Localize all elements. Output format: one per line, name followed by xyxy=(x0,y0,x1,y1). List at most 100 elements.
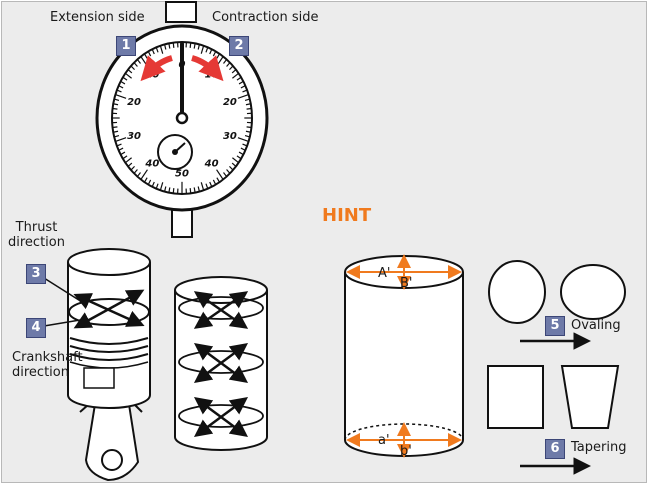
extension-arrow-icon xyxy=(140,55,173,82)
step-badge-1: 1 xyxy=(116,36,136,56)
dial-tick xyxy=(242,89,248,93)
dial-tick xyxy=(147,179,152,185)
dial-tick xyxy=(209,181,213,188)
dial-tick xyxy=(120,80,126,85)
contraction-arrow-icon xyxy=(191,55,224,82)
dial-tick xyxy=(130,165,135,171)
dial-tick xyxy=(140,169,148,180)
dial-tick xyxy=(143,177,148,183)
dial-number: 40 xyxy=(144,158,159,169)
step-badge-5: 5 xyxy=(545,316,565,336)
dial-tick xyxy=(114,98,120,102)
dial-tick xyxy=(193,187,196,193)
step-badge-3: 3 xyxy=(26,264,46,284)
hint-title: HINT xyxy=(322,205,372,226)
dial-tick xyxy=(168,43,171,49)
dial-tick xyxy=(189,188,192,194)
dial-tick xyxy=(127,69,133,74)
dial-tick xyxy=(237,137,249,143)
dial-tick xyxy=(240,147,246,151)
dial-tick xyxy=(200,45,205,54)
thrust-direction-label: Thrust direction xyxy=(8,220,65,250)
dial-number: 30 xyxy=(223,131,237,142)
tapering-label: Tapering xyxy=(571,440,627,455)
dimension-a-top: A' xyxy=(378,266,391,281)
dimension-b-top: B' xyxy=(400,276,413,291)
dial-tick xyxy=(133,62,138,67)
dial-tick xyxy=(113,130,119,133)
dial-tick xyxy=(164,186,167,192)
dial-tick xyxy=(115,93,127,99)
dial-number: 50 xyxy=(175,169,189,180)
dial-tick xyxy=(223,59,228,64)
dial-tick xyxy=(197,44,200,50)
extension-side-label: Extension side xyxy=(50,10,145,25)
dial-tick xyxy=(193,43,196,49)
dial-tick xyxy=(130,65,135,71)
dial-tick xyxy=(151,48,155,55)
dial-tick xyxy=(216,177,221,183)
dial-tick xyxy=(242,143,248,147)
dial-tick xyxy=(205,47,209,53)
dial-tick xyxy=(216,169,224,180)
dial-tick xyxy=(136,172,141,177)
dial-tick xyxy=(245,103,251,106)
dial-tick xyxy=(246,126,252,129)
dial-tick xyxy=(200,182,205,191)
dial-tick xyxy=(226,169,231,174)
dial-tick xyxy=(246,107,252,110)
dial-tick xyxy=(116,89,122,93)
dial-tick xyxy=(113,103,119,106)
dial-tick xyxy=(159,45,164,54)
dial-tick xyxy=(122,76,128,81)
dimension-a-bottom: a' xyxy=(378,433,390,448)
dial-tick xyxy=(112,126,118,129)
dial-tick xyxy=(116,143,122,147)
dial-tick xyxy=(212,179,217,185)
dial-tick xyxy=(240,85,246,89)
dial-tick xyxy=(136,59,141,64)
dial-tick xyxy=(118,147,124,151)
dial-tick xyxy=(151,181,155,188)
dial-tick xyxy=(245,130,251,133)
dial-tick xyxy=(112,107,118,110)
dial-tick xyxy=(197,186,200,192)
dial-tick xyxy=(238,151,244,156)
dial-tick xyxy=(226,62,231,67)
dial-tick xyxy=(237,93,249,99)
dial-tick xyxy=(238,80,244,85)
dial-tick xyxy=(232,157,240,164)
dial-tick xyxy=(124,157,132,164)
dial-tick xyxy=(205,183,209,189)
dial-gauge: 0102030405040302010 xyxy=(95,1,269,238)
dial-tick xyxy=(133,169,138,174)
dial-tick xyxy=(127,162,133,167)
dial-tick xyxy=(164,44,167,50)
dial-tick xyxy=(115,137,127,143)
dial-number: 40 xyxy=(204,158,219,169)
ovaling-label: Ovaling xyxy=(571,318,621,333)
dial-number: 20 xyxy=(223,97,237,108)
dial-tick xyxy=(120,151,126,156)
ovaling-shapes xyxy=(488,260,626,350)
dial-number: 20 xyxy=(127,97,141,108)
dial-tick xyxy=(244,134,250,138)
dial-tick xyxy=(155,183,159,189)
dial-tick xyxy=(159,182,164,191)
tapering-shapes xyxy=(487,365,620,475)
dial-tick xyxy=(209,48,213,55)
piston-cylinder xyxy=(43,248,151,482)
dial-tick xyxy=(168,187,171,193)
dial-tick xyxy=(231,162,237,167)
dial-tick xyxy=(232,72,240,79)
dial-number: 30 xyxy=(127,131,141,142)
dial-tick xyxy=(223,172,228,177)
cylinder-sections xyxy=(174,276,268,451)
dial-tick xyxy=(122,155,128,160)
dial-tick xyxy=(124,72,132,79)
dimension-b-bottom: b' xyxy=(400,444,412,459)
dial-tick xyxy=(229,165,234,171)
contraction-side-label: Contraction side xyxy=(212,10,319,25)
dial-tick xyxy=(244,98,250,102)
